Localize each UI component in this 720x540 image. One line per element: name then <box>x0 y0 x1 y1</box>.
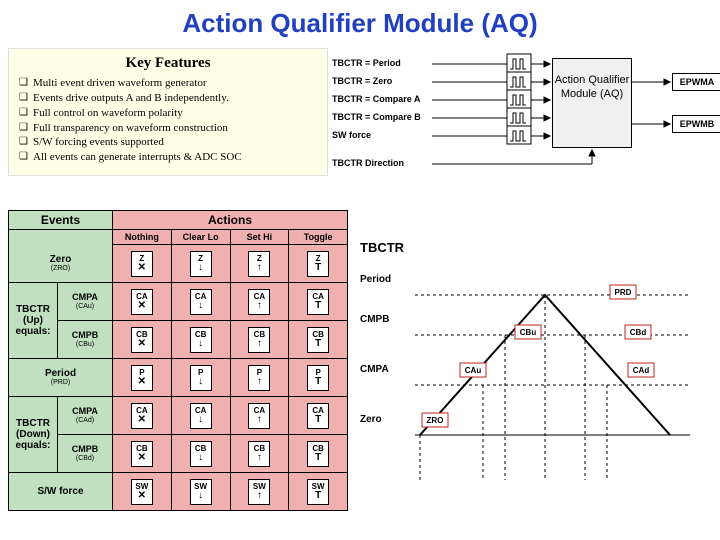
waveform-title: TBCTR <box>360 240 715 255</box>
event-group: TBCTR(Up)equals: <box>8 283 58 359</box>
block-input: TBCTR = Period <box>332 58 401 68</box>
action-cell: CB↓ <box>172 435 231 473</box>
block-input: TBCTR = Compare A <box>332 94 420 104</box>
action-cell: CAT <box>289 283 348 321</box>
wf-label-period: Period <box>360 274 391 285</box>
action-cell: CA✕ <box>113 397 172 435</box>
action-cell: CA↓ <box>172 283 231 321</box>
action-cell: SW↑ <box>231 473 290 511</box>
action-cell: CBT <box>289 321 348 359</box>
action-cell: CA↑ <box>231 397 290 435</box>
actions-header: Actions <box>113 210 348 230</box>
event-row: Period(PRD) <box>8 359 113 397</box>
action-cell: Z✕ <box>113 245 172 283</box>
event-row: CMPB(CBd) <box>58 435 113 473</box>
action-col: Clear Lo <box>172 230 231 245</box>
feature-item: Full control on waveform polarity <box>19 106 317 121</box>
event-row: CMPA(CAu) <box>58 283 113 321</box>
action-cell: Z↓ <box>172 245 231 283</box>
action-cell: CA✕ <box>113 283 172 321</box>
block-input: TBCTR Direction <box>332 158 404 168</box>
wf-label-cmpa: CMPA <box>360 364 389 375</box>
action-col: Toggle <box>289 230 348 245</box>
block-input: TBCTR = Compare B <box>332 112 421 122</box>
event-row: CMPB(CBu) <box>58 321 113 359</box>
tbctr-waveform: TBCTR PRD CBu CBd CAu CAd ZRO Per <box>360 240 715 510</box>
svg-text:PRD: PRD <box>615 288 632 297</box>
action-cell: ZT <box>289 245 348 283</box>
feature-item: S/W forcing events supported <box>19 135 317 150</box>
svg-text:CBd: CBd <box>630 328 647 337</box>
block-output: EPWMA <box>672 73 720 91</box>
block-output: EPWMB <box>672 115 720 133</box>
action-cell: Z↑ <box>231 245 290 283</box>
aq-module-box: Action Qualifier Module (AQ) <box>552 58 632 148</box>
page-title: Action Qualifier Module (AQ) <box>0 0 720 43</box>
block-input: SW force <box>332 130 371 140</box>
action-cell: P✕ <box>113 359 172 397</box>
feature-item: All events can generate interrupts & ADC… <box>19 150 317 165</box>
event-group: TBCTR(Down)equals: <box>8 397 58 473</box>
action-cell: CB↑ <box>231 435 290 473</box>
block-diagram: TBCTR = Period TBCTR = Zero TBCTR = Comp… <box>332 48 717 188</box>
feature-item: Multi event driven waveform generator <box>19 76 317 91</box>
action-cell: SW↓ <box>172 473 231 511</box>
svg-text:CAu: CAu <box>465 366 482 375</box>
event-row: Zero(ZRO) <box>8 245 113 283</box>
action-cell: CB↑ <box>231 321 290 359</box>
action-cell: CB✕ <box>113 321 172 359</box>
wf-label-cmpb: CMPB <box>360 314 389 325</box>
action-cell: SW✕ <box>113 473 172 511</box>
action-col: Set Hi <box>231 230 290 245</box>
action-cell: PT <box>289 359 348 397</box>
action-cell: P↓ <box>172 359 231 397</box>
action-cell: CB✕ <box>113 435 172 473</box>
event-row: S/W force <box>8 473 113 511</box>
event-row: CMPA(CAd) <box>58 397 113 435</box>
action-cell: CBT <box>289 435 348 473</box>
feature-item: Events drive outputs A and B independent… <box>19 91 317 106</box>
action-col: Nothing <box>113 230 172 245</box>
features-panel: Key Features Multi event driven waveform… <box>8 48 328 176</box>
feature-item: Full transparency on waveform constructi… <box>19 121 317 136</box>
action-cell: P↑ <box>231 359 290 397</box>
svg-text:CAd: CAd <box>633 366 650 375</box>
svg-text:CBu: CBu <box>520 328 537 337</box>
wf-label-zero: Zero <box>360 414 382 425</box>
action-cell: CAT <box>289 397 348 435</box>
action-cell: CA↑ <box>231 283 290 321</box>
features-heading: Key Features <box>19 55 317 72</box>
action-cell: CB↓ <box>172 321 231 359</box>
action-cell: CA↓ <box>172 397 231 435</box>
events-header: Events <box>8 210 113 230</box>
block-input: TBCTR = Zero <box>332 76 392 86</box>
svg-text:ZRO: ZRO <box>427 416 444 425</box>
action-cell: SWT <box>289 473 348 511</box>
features-list: Multi event driven waveform generator Ev… <box>19 76 317 165</box>
actions-events-table: Events Actions Nothing Clear Lo Set Hi T… <box>8 210 348 511</box>
